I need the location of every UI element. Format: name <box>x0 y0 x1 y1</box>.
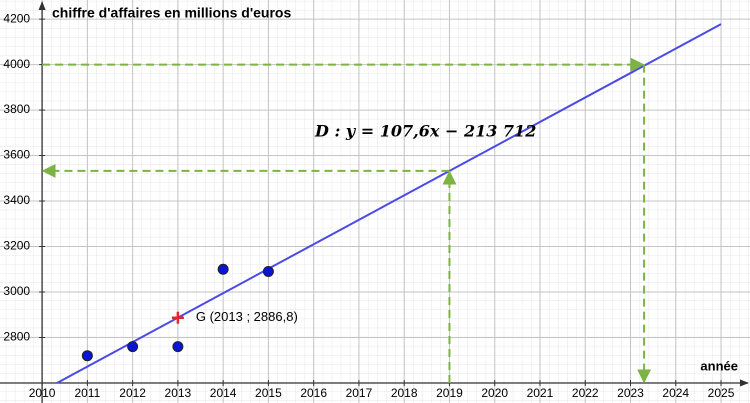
data-point <box>127 341 139 353</box>
x-tick-label: 2020 <box>481 386 508 400</box>
x-tick-label: 2018 <box>391 386 418 400</box>
y-tick-label: 3400 <box>3 193 30 207</box>
y-tick-label: 2800 <box>3 330 30 344</box>
data-point <box>81 350 93 362</box>
y-tick-label: 4200 <box>3 11 30 25</box>
x-tick-label: 2024 <box>662 386 689 400</box>
y-axis-title: chiffre d'affaires en millions d'euros <box>52 5 291 21</box>
x-tick-label: 2025 <box>708 386 735 400</box>
y-tick-label: 3200 <box>3 239 30 253</box>
x-tick-label: 2016 <box>300 386 327 400</box>
data-point <box>217 263 229 275</box>
x-tick-label: 2015 <box>255 386 282 400</box>
data-point <box>172 341 184 353</box>
x-tick-label: 2023 <box>617 386 644 400</box>
x-tick-label: 2012 <box>119 386 146 400</box>
regression-line <box>56 23 722 384</box>
centroid-point <box>171 311 184 324</box>
x-tick-label: 2014 <box>210 386 237 400</box>
x-axis-title: année <box>700 358 738 373</box>
centroid-label: G (2013 ; 2886,8) <box>196 309 298 324</box>
x-tick-label: 2019 <box>436 386 463 400</box>
x-tick-label: 2021 <box>527 386 554 400</box>
y-tick-label: 3800 <box>3 102 30 116</box>
y-tick-label: 3000 <box>3 284 30 298</box>
equation: D : y = 107,6x − 213 712 <box>314 122 536 141</box>
y-tick-label: 3600 <box>3 148 30 162</box>
x-tick-label: 2010 <box>29 386 56 400</box>
x-tick-label: 2022 <box>572 386 599 400</box>
x-tick-label: 2011 <box>74 386 100 400</box>
x-tick-label: 2017 <box>346 386 373 400</box>
x-tick-label: 2013 <box>165 386 192 400</box>
data-point <box>262 266 274 278</box>
y-tick-label: 4000 <box>3 57 30 71</box>
